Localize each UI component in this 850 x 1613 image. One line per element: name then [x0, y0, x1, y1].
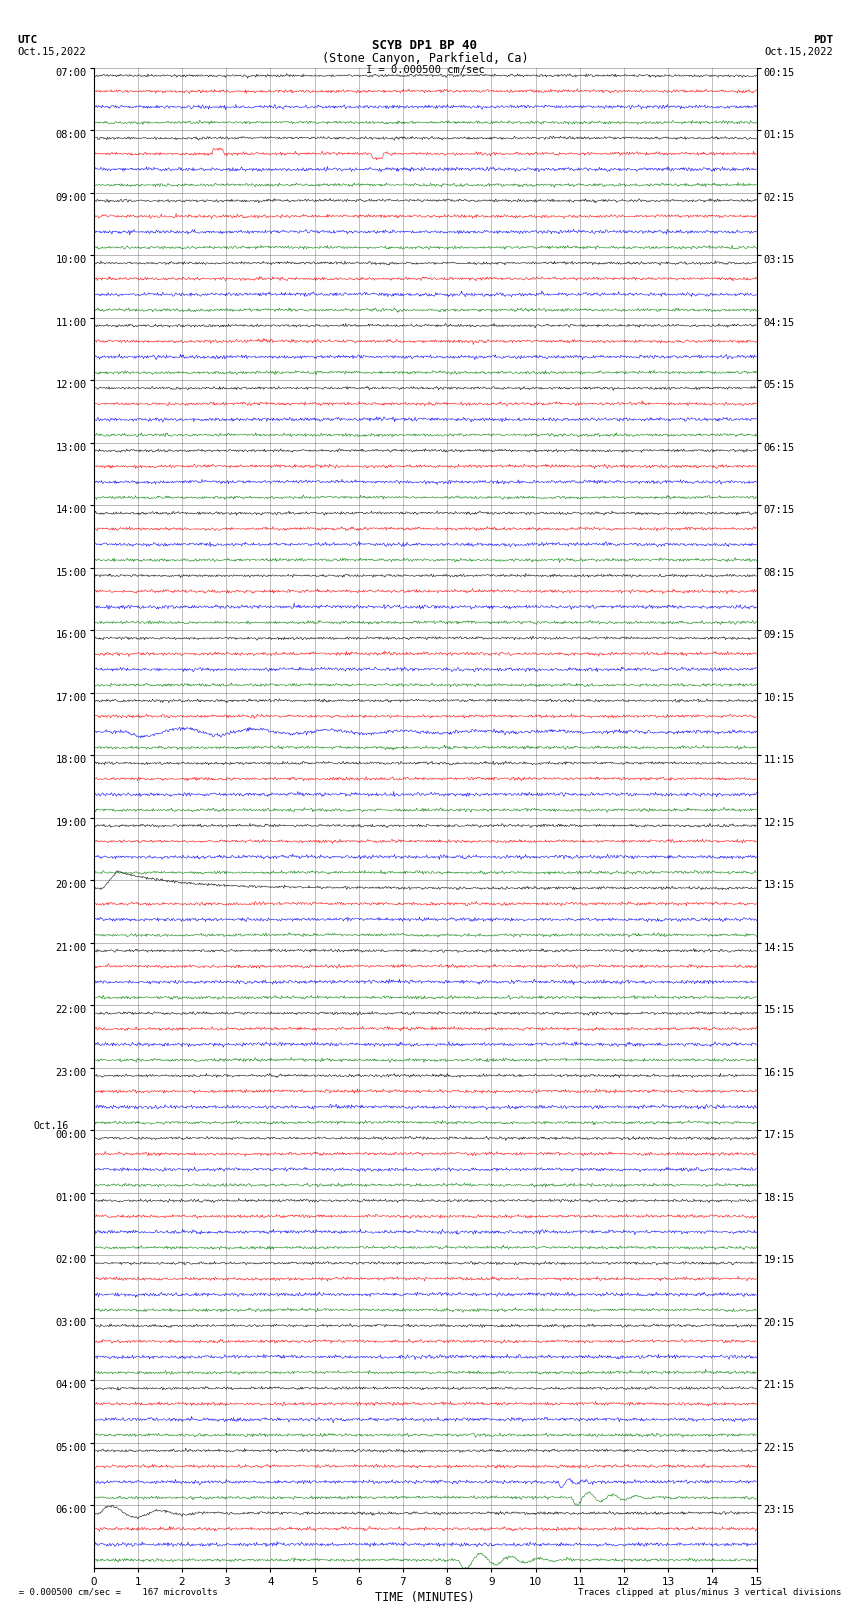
Text: PDT: PDT — [813, 35, 833, 45]
Text: = 0.000500 cm/sec =    167 microvolts: = 0.000500 cm/sec = 167 microvolts — [8, 1587, 218, 1597]
X-axis label: TIME (MINUTES): TIME (MINUTES) — [375, 1590, 475, 1603]
Text: (Stone Canyon, Parkfield, Ca): (Stone Canyon, Parkfield, Ca) — [321, 52, 529, 65]
Text: UTC: UTC — [17, 35, 37, 45]
Text: SCYB DP1 BP 40: SCYB DP1 BP 40 — [372, 39, 478, 52]
Text: I = 0.000500 cm/sec: I = 0.000500 cm/sec — [366, 65, 484, 74]
Text: Traces clipped at plus/minus 3 vertical divisions: Traces clipped at plus/minus 3 vertical … — [578, 1587, 842, 1597]
Text: Oct.15,2022: Oct.15,2022 — [764, 47, 833, 56]
Text: Oct.15,2022: Oct.15,2022 — [17, 47, 86, 56]
Text: Oct.16: Oct.16 — [34, 1121, 69, 1131]
